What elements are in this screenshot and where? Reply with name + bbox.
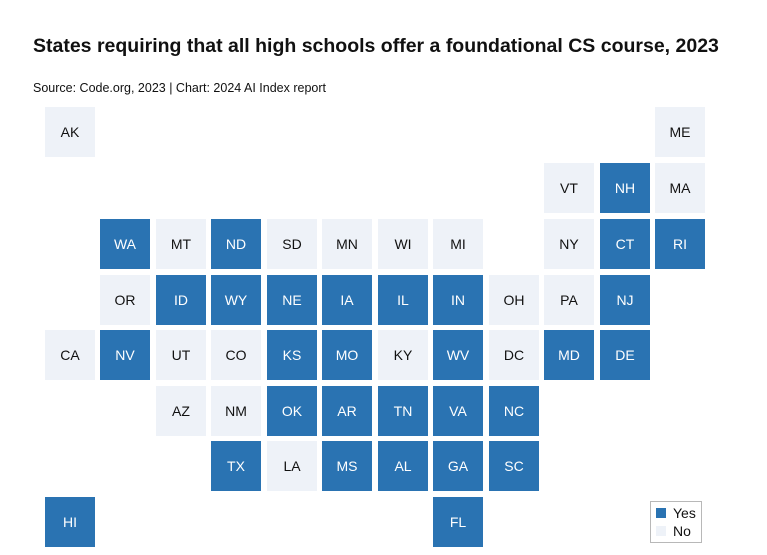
state-tile-wv: WV [433,330,483,380]
legend-label-no: No [673,523,691,539]
state-tile-az: AZ [156,386,206,436]
state-tile-nm: NM [211,386,261,436]
state-tile-nd: ND [211,219,261,269]
state-tile-ct: CT [600,219,650,269]
state-tile-wa: WA [100,219,150,269]
legend-item-yes: Yes [656,505,696,521]
state-tile-ne: NE [267,275,317,325]
state-tile-nj: NJ [600,275,650,325]
state-tile-fl: FL [433,497,483,547]
state-tile-or: OR [100,275,150,325]
state-tile-sd: SD [267,219,317,269]
state-tile-va: VA [433,386,483,436]
state-tile-ok: OK [267,386,317,436]
state-tile-ak: AK [45,107,95,157]
state-tile-ar: AR [322,386,372,436]
legend-swatch-yes [656,508,666,518]
state-tile-al: AL [378,441,428,491]
state-tile-mn: MN [322,219,372,269]
chart-subtitle: Source: Code.org, 2023 | Chart: 2024 AI … [33,81,327,95]
state-tile-dc: DC [489,330,539,380]
state-tile-ia: IA [322,275,372,325]
state-tile-in: IN [433,275,483,325]
state-tile-ky: KY [378,330,428,380]
state-tile-de: DE [600,330,650,380]
chart-title: States requiring that all high schools o… [33,35,719,57]
state-tile-nh: NH [600,163,650,213]
state-tile-tn: TN [378,386,428,436]
state-tile-pa: PA [544,275,594,325]
state-tile-ms: MS [322,441,372,491]
state-tile-ca: CA [45,330,95,380]
state-tile-la: LA [267,441,317,491]
state-tile-oh: OH [489,275,539,325]
state-tile-nv: NV [100,330,150,380]
state-tile-tx: TX [211,441,261,491]
state-tile-ma: MA [655,163,705,213]
state-tile-ga: GA [433,441,483,491]
state-tile-ut: UT [156,330,206,380]
legend-item-no: No [656,523,691,539]
state-tile-mo: MO [322,330,372,380]
state-tile-co: CO [211,330,261,380]
state-tile-mi: MI [433,219,483,269]
state-tile-wi: WI [378,219,428,269]
state-tile-mt: MT [156,219,206,269]
state-tile-hi: HI [45,497,95,547]
state-tile-nc: NC [489,386,539,436]
legend-swatch-no [656,526,666,536]
state-tile-id: ID [156,275,206,325]
state-tile-vt: VT [544,163,594,213]
state-tile-sc: SC [489,441,539,491]
state-tile-ny: NY [544,219,594,269]
state-tile-il: IL [378,275,428,325]
state-tile-me: ME [655,107,705,157]
state-tile-ri: RI [655,219,705,269]
state-tile-wy: WY [211,275,261,325]
legend: Yes No [650,501,702,543]
state-tile-ks: KS [267,330,317,380]
legend-label-yes: Yes [673,505,696,521]
state-tile-md: MD [544,330,594,380]
